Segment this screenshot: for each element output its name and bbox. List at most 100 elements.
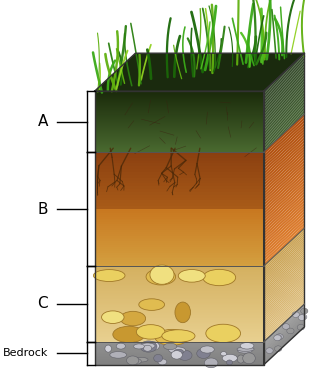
- Polygon shape: [264, 200, 305, 241]
- Bar: [95, 323, 264, 324]
- Ellipse shape: [154, 355, 163, 362]
- Bar: [95, 319, 264, 320]
- Bar: [95, 140, 264, 141]
- Bar: [95, 276, 264, 277]
- Polygon shape: [264, 258, 305, 298]
- Bar: [95, 126, 264, 127]
- Ellipse shape: [197, 348, 210, 358]
- Bar: [95, 300, 264, 301]
- Bar: [95, 220, 264, 223]
- Ellipse shape: [301, 308, 308, 314]
- Bar: [95, 350, 264, 351]
- Polygon shape: [264, 171, 305, 212]
- Polygon shape: [264, 296, 305, 336]
- Polygon shape: [264, 78, 305, 117]
- Ellipse shape: [175, 302, 191, 323]
- Bar: [95, 314, 264, 315]
- Bar: [95, 343, 264, 344]
- Bar: [95, 296, 264, 298]
- Bar: [95, 143, 264, 144]
- Polygon shape: [264, 322, 305, 361]
- Bar: [95, 178, 264, 180]
- Ellipse shape: [120, 311, 146, 326]
- Polygon shape: [264, 319, 305, 357]
- Bar: [95, 295, 264, 296]
- Bar: [95, 303, 264, 304]
- Bar: [95, 192, 264, 195]
- Bar: [95, 123, 264, 124]
- Bar: [95, 102, 264, 103]
- Ellipse shape: [222, 354, 237, 362]
- Polygon shape: [264, 108, 305, 147]
- Polygon shape: [264, 142, 305, 184]
- Bar: [95, 114, 264, 116]
- Polygon shape: [264, 122, 305, 163]
- Polygon shape: [264, 317, 305, 355]
- Ellipse shape: [287, 328, 294, 334]
- Bar: [95, 125, 264, 126]
- Bar: [95, 150, 264, 151]
- Ellipse shape: [129, 358, 141, 364]
- Polygon shape: [264, 324, 305, 363]
- Bar: [95, 337, 264, 338]
- Polygon shape: [264, 289, 305, 329]
- Polygon shape: [264, 180, 305, 220]
- Bar: [95, 226, 264, 228]
- Polygon shape: [264, 270, 305, 310]
- Ellipse shape: [105, 345, 111, 352]
- Bar: [95, 109, 264, 111]
- Bar: [95, 127, 264, 128]
- Bar: [95, 256, 264, 258]
- Ellipse shape: [221, 352, 227, 356]
- Polygon shape: [264, 230, 305, 270]
- Polygon shape: [264, 67, 305, 106]
- Bar: [95, 322, 264, 323]
- Polygon shape: [264, 245, 305, 285]
- Ellipse shape: [292, 312, 299, 317]
- Polygon shape: [264, 256, 305, 296]
- Bar: [95, 246, 264, 249]
- Polygon shape: [264, 151, 305, 192]
- Bar: [95, 271, 264, 272]
- Polygon shape: [264, 287, 305, 327]
- Bar: [95, 149, 264, 150]
- Bar: [95, 120, 264, 122]
- Polygon shape: [264, 279, 305, 319]
- Bar: [95, 220, 264, 222]
- Polygon shape: [264, 272, 305, 312]
- Polygon shape: [264, 64, 305, 103]
- Polygon shape: [264, 211, 305, 252]
- Bar: [95, 166, 264, 169]
- Polygon shape: [264, 88, 305, 128]
- Ellipse shape: [155, 329, 189, 345]
- Bar: [95, 234, 264, 236]
- Polygon shape: [264, 84, 305, 123]
- Bar: [95, 155, 264, 158]
- Polygon shape: [264, 306, 305, 344]
- Bar: [95, 345, 264, 346]
- Bar: [95, 258, 264, 260]
- Bar: [95, 252, 264, 255]
- Bar: [95, 363, 264, 364]
- Polygon shape: [264, 91, 305, 131]
- Polygon shape: [264, 266, 305, 306]
- Polygon shape: [264, 148, 305, 189]
- Polygon shape: [264, 321, 305, 359]
- Polygon shape: [264, 82, 305, 122]
- Polygon shape: [264, 146, 305, 186]
- Bar: [95, 116, 264, 117]
- Polygon shape: [264, 112, 305, 152]
- Bar: [95, 341, 264, 342]
- Ellipse shape: [174, 349, 184, 354]
- Bar: [95, 304, 264, 305]
- Polygon shape: [264, 253, 305, 293]
- Bar: [95, 294, 264, 295]
- Bar: [95, 169, 264, 172]
- Bar: [95, 336, 264, 337]
- Polygon shape: [264, 120, 305, 160]
- Polygon shape: [264, 208, 305, 249]
- Polygon shape: [264, 93, 305, 132]
- Bar: [95, 138, 264, 139]
- Bar: [95, 136, 264, 137]
- Ellipse shape: [238, 348, 252, 353]
